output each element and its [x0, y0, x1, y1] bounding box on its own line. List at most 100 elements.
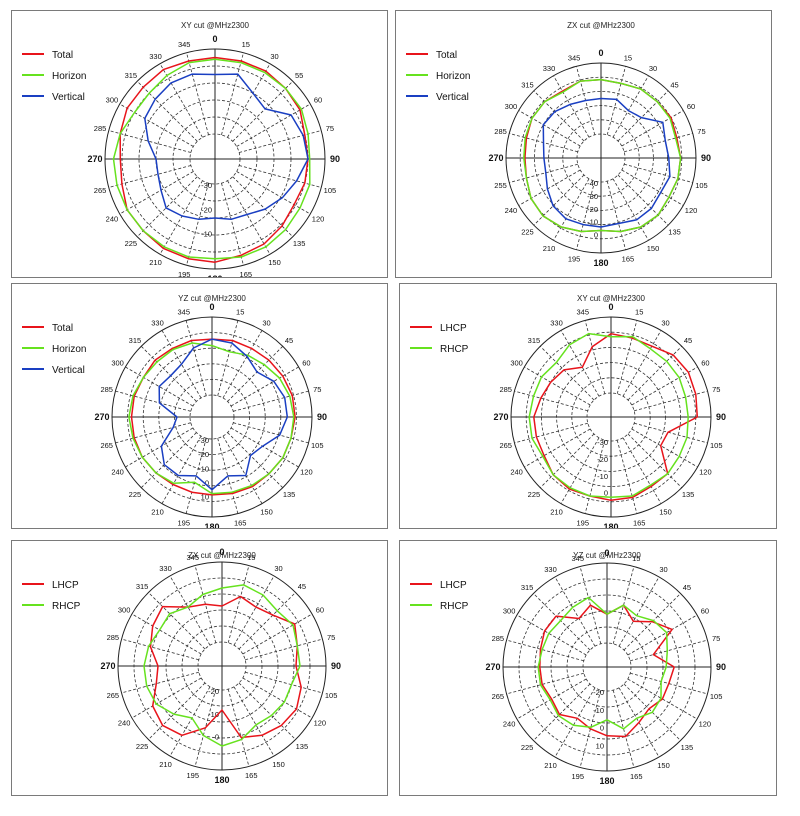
polar-grid	[104, 48, 326, 270]
angle-tick-label: 255	[494, 181, 507, 190]
angle-tick-label: 30	[659, 565, 667, 574]
chart-panel-zx-polarization: ZX cut @MHz2300 LHCP RHCP 0 15 30 45 60 75 90 105 1…	[11, 540, 388, 796]
angle-tick-label: 90	[330, 154, 340, 164]
polar-grid	[510, 316, 712, 518]
angle-tick-label: 265	[100, 441, 113, 450]
angle-tick-label: 285	[100, 385, 113, 394]
angle-tick-label: 210	[543, 244, 556, 253]
series-line-rhcp	[143, 584, 301, 747]
angle-tick-label: 120	[314, 719, 327, 728]
legend-label: Total	[52, 323, 73, 334]
angle-tick-label: 135	[681, 743, 694, 752]
angle-tick-label: 120	[699, 468, 712, 477]
angle-tick-label: 135	[668, 228, 681, 237]
radial-tick-label: 0	[205, 479, 209, 488]
angle-tick-label: 15	[242, 40, 250, 49]
angle-tick-label: 90	[317, 412, 327, 422]
angle-tick-label: 285	[499, 385, 512, 394]
legend-label: Horizon	[52, 344, 86, 355]
angle-tick-label: 210	[149, 258, 162, 267]
radial-tick-label: -30	[201, 181, 212, 190]
angle-tick-label: 15	[247, 553, 255, 562]
angle-tick-label: 265	[499, 441, 512, 450]
series-line-total	[119, 56, 309, 263]
angle-tick-label: 240	[503, 720, 516, 729]
angle-tick-label: 270	[493, 412, 508, 422]
angle-tick-label: 15	[635, 308, 643, 317]
series-line-lhcp	[539, 604, 675, 738]
angle-tick-label: 30	[262, 319, 270, 328]
angle-tick-label: 180	[593, 258, 608, 268]
angle-tick-label: 330	[550, 319, 563, 328]
angle-tick-label: 210	[151, 507, 164, 516]
angle-tick-label: 150	[657, 761, 670, 770]
angle-tick-label: 240	[118, 719, 131, 728]
angle-tick-label: 285	[107, 633, 120, 642]
angle-tick-label: 165	[234, 518, 247, 527]
angle-tick-label: 135	[682, 490, 695, 499]
chart-panel-xy-total: XY cut @MHz2300 Total Horizon Vertical 0 15 30…	[11, 10, 388, 278]
angle-tick-label: 0	[219, 547, 224, 557]
chart-panel-yz-polarization: YZ cut @MHz2300 LHCP RHCP 0 15 30 45 60 75 90 105 1…	[399, 540, 777, 796]
series-line-rhcp	[528, 332, 689, 498]
radial-tick-label: -30	[198, 436, 209, 445]
radial-tick-label: -20	[208, 687, 219, 696]
angle-tick-label: 315	[129, 336, 142, 345]
angle-tick-label: 210	[550, 507, 563, 516]
legend-label: LHCP	[52, 580, 79, 591]
polar-grid	[111, 316, 313, 518]
radial-tick-label: -30	[597, 438, 608, 447]
angle-tick-label: 45	[298, 582, 306, 591]
series-line-horizon	[112, 58, 311, 260]
angle-tick-label: 180	[204, 522, 219, 528]
radial-tick-label: -20	[593, 688, 604, 697]
angle-tick-label: 105	[325, 691, 338, 700]
angle-tick-label: 180	[599, 776, 614, 786]
angle-tick-label: 210	[544, 761, 557, 770]
polar-chart: XY cut @MHz2300 LHCP RHCP 0 15 30 45 60 75 90 105 1…	[410, 294, 726, 528]
angle-tick-label: 265	[107, 691, 120, 700]
series-line-lhcp	[149, 595, 302, 739]
angle-tick-label: 55	[295, 71, 303, 80]
legend-label: RHCP	[52, 601, 81, 612]
series-line-lhcp	[533, 332, 699, 502]
angle-tick-label: 150	[260, 507, 273, 516]
angle-tick-label: 75	[313, 385, 321, 394]
angle-tick-label: 315	[136, 582, 149, 591]
angle-tick-label: 150	[268, 258, 281, 267]
angle-tick-label: 120	[699, 720, 712, 729]
radial-tick-label: -20	[587, 205, 598, 214]
angle-tick-label: 165	[622, 254, 635, 263]
angle-tick-label: 30	[661, 319, 669, 328]
legend-label: RHCP	[440, 344, 469, 355]
angle-tick-label: 90	[716, 412, 726, 422]
angle-tick-label: 270	[87, 154, 102, 164]
angle-tick-label: 0	[604, 548, 609, 558]
radial-tick-label: -10	[593, 706, 604, 715]
angle-tick-label: 165	[630, 772, 643, 781]
angle-tick-label: 265	[94, 186, 107, 195]
angle-tick-label: 105	[695, 181, 708, 190]
angle-tick-label: 225	[136, 742, 149, 751]
angle-tick-label: 300	[505, 102, 518, 111]
angle-tick-label: 315	[521, 80, 534, 89]
polar-chart: YZ cut @MHz2300 LHCP RHCP 0 15 30 45 60 75 90 105 1…	[410, 548, 726, 786]
radial-tick-label: 10	[596, 741, 604, 750]
angle-tick-label: 30	[270, 52, 278, 61]
polar-chart: ZX cut @MHz2300 Total Horizon Vertical 0 15 30…	[406, 21, 711, 268]
polar-grid	[502, 562, 712, 772]
angle-tick-label: 300	[111, 359, 124, 368]
angle-tick-label: 135	[283, 490, 296, 499]
angle-tick-label: 240	[505, 206, 518, 215]
angle-tick-label: 0	[209, 302, 214, 312]
series-line-vertical	[158, 338, 289, 491]
angle-tick-label: 285	[492, 634, 505, 643]
angle-tick-label: 195	[186, 771, 199, 780]
polar-chart: YZ cut @MHz2300 Total Horizon Vertical 0 15 30…	[22, 294, 327, 528]
angle-tick-label: 195	[571, 772, 584, 781]
angle-tick-label: 285	[494, 127, 507, 136]
radial-tick-label: -20	[597, 455, 608, 464]
angle-tick-label: 120	[312, 215, 325, 224]
angle-tick-label: 150	[659, 507, 672, 516]
angle-tick-label: 90	[716, 662, 726, 672]
